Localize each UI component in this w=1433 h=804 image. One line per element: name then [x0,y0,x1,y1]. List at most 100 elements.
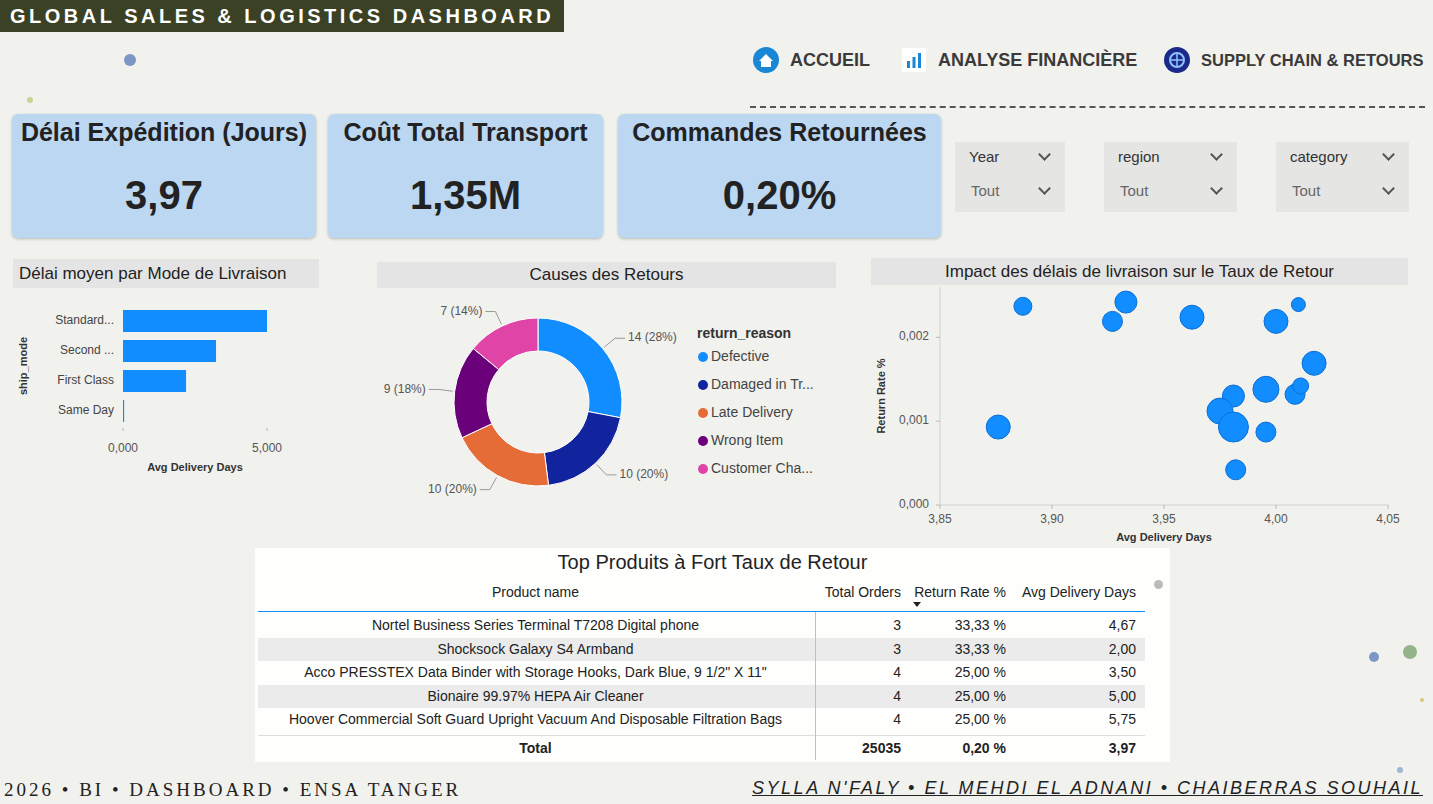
slice [473,318,538,369]
tick-label: 0,001 [899,413,929,427]
footer-left: 2026 • BI • DASHBOARD • ENSA TANGER [4,779,461,801]
splatter [27,97,33,103]
point [1014,297,1032,315]
filter-value[interactable]: Tout [1292,182,1320,199]
table-cell: Hoover Commercial Soft Guard Upright Vac… [260,708,811,732]
tick-label: 0,002 [899,329,929,343]
legend-entry: Damaged in Tr... [711,376,814,392]
filter[interactable]: category Tout [1276,142,1409,212]
splatter [1397,767,1403,773]
nav-item[interactable]: SUPPLY CHAIN & RETOURS [1163,46,1424,74]
path [913,602,921,607]
filter[interactable]: YearTout [955,142,1065,212]
kpi-value: 0,20% [618,169,941,221]
circle [753,47,779,73]
row-band [258,685,1145,709]
table-cell: 4 [815,661,901,685]
kpi-label: Commandes Retournées [632,118,927,147]
sort-indicator [912,601,924,609]
splatter [1369,652,1379,662]
scrollbar[interactable] [1154,580,1163,589]
filter-value[interactable]: Tout [1120,182,1148,199]
tick-mark [1388,505,1389,509]
axis-title: ship_mode [17,337,29,395]
table-title-box: Top Produits à Fort Taux de Retour [255,551,1170,574]
tick-mark [936,505,940,506]
legend-swatch [698,380,708,390]
header-rule [258,611,1145,612]
tick-label: 0,000 [899,497,929,511]
circle [1170,53,1184,67]
slice [538,318,622,418]
kpi-value: 1,35M [328,169,603,221]
header-title: GLOBAL SALES & LOGISTICS DASHBOARD [10,5,554,28]
leader-line [604,338,625,347]
nav-icon [900,46,928,74]
slice [544,412,620,486]
header-bar: GLOBAL SALES & LOGISTICS DASHBOARD [0,0,564,32]
tick-label: 3,95 [1152,512,1176,526]
category-label: Same Day [58,403,114,417]
nav-label: ACCUEIL [790,50,870,71]
data-label: 14 (28%) [628,330,677,344]
tick-label: 4,00 [1264,512,1288,526]
point [1102,311,1122,331]
tick-label: 4,05 [1376,512,1400,526]
legend-swatch [698,352,708,362]
bar [123,400,124,422]
splatter [1403,645,1417,659]
splatter [1420,698,1424,702]
filter-value[interactable]: Tout [971,182,999,199]
nav-item[interactable]: ANALYSE FINANCIÈRE [900,46,1137,74]
total-cell: Total [260,736,811,760]
column-separator [815,612,816,760]
tick-mark [267,428,268,431]
leader-line [485,312,501,325]
table-cell: Acco PRESSTEX Data Binder with Storage H… [260,661,811,685]
filter-label: region [1118,148,1160,165]
total-cell: 3,97 [1010,736,1136,760]
table-cell: 25,00 % [905,661,1006,685]
table-cell: 4 [815,708,901,732]
table-cell: 25,00 % [905,685,1006,709]
nav-item[interactable]: ACCUEIL [752,46,870,74]
table-cell: 33,33 % [905,614,1006,638]
nav-divider [750,106,1425,108]
leader-line [597,465,617,475]
table-cell: 5,75 [1010,708,1136,732]
legend-swatch [698,408,708,418]
category-label: Standard... [55,313,114,327]
chevron [1382,148,1395,161]
leader-line [480,477,497,489]
filter[interactable]: region Tout [1104,142,1237,212]
legend-entry: Defective [711,348,770,364]
row-band [258,638,1145,662]
table-cell: Bionaire 99.97% HEPA Air Cleaner [260,685,811,709]
table-cell: 4,67 [1010,614,1136,638]
panel-title: Causes des Retours [523,262,689,288]
filter-label: category [1290,148,1348,165]
tick-mark [936,337,940,338]
chevron [1210,148,1223,161]
category-label: Second ... [60,343,114,357]
tick-mark [936,421,940,422]
point [1226,460,1246,480]
category-label: First Class [57,373,114,387]
kpi-card: Commandes Retournées 0,20% [618,114,941,238]
bars [123,310,267,422]
nav-label: ANALYSE FINANCIÈRE [938,50,1137,71]
leader-line [429,389,453,391]
rect [918,53,921,68]
point [1256,422,1276,442]
legend-entry: Customer Cha... [711,460,813,476]
column-head: Avg Delivery Days [1010,581,1136,603]
slice [462,424,549,486]
kpi-value: 3,97 [12,169,316,221]
kpi-card: Délai Expédition (Jours)3,97 [12,114,316,238]
column-head: Product name [260,581,811,603]
points [986,291,1326,480]
rect [902,48,926,72]
point [1291,298,1305,312]
column-head: Total Orders [815,581,901,603]
legend-title: return_reason [697,325,791,341]
